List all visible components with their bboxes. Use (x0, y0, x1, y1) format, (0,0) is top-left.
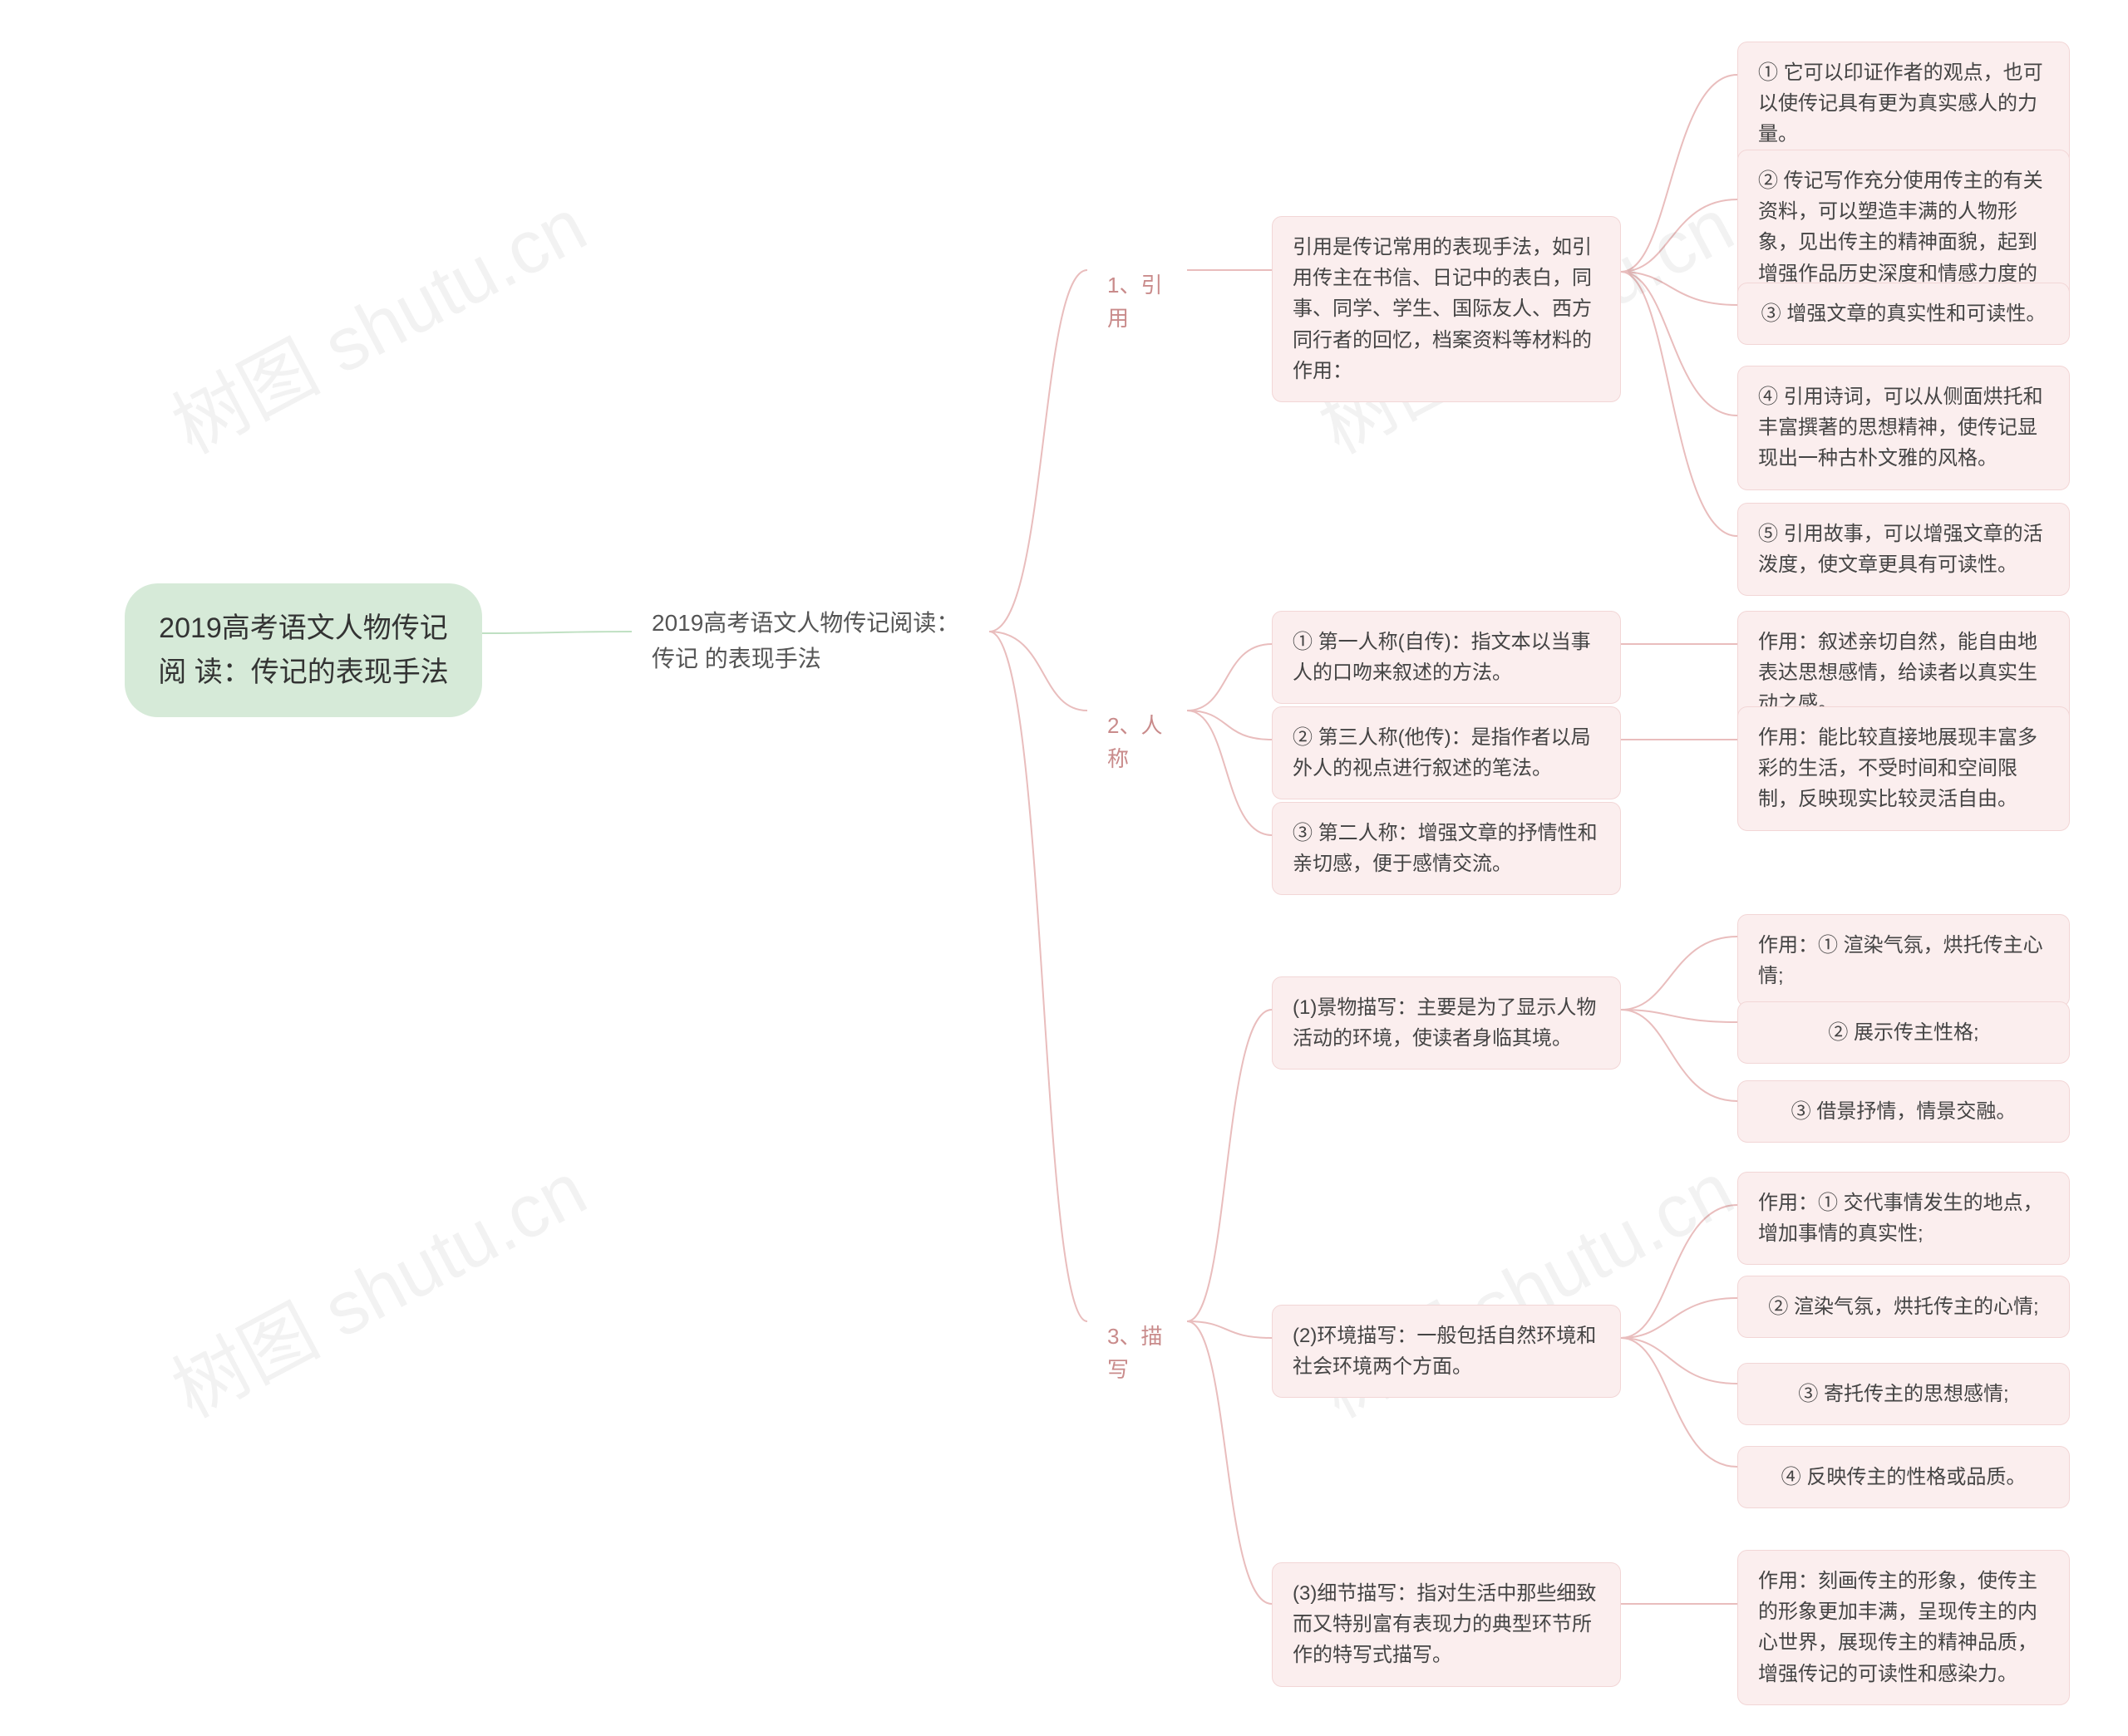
topic-3-group-2-child-4: ④ 反映传主的性格或品质。 (1737, 1446, 2070, 1508)
topic-3-group-1: (1)景物描写：主要是为了显示人物活动的环境，使读者身临其境。 (1272, 976, 1621, 1070)
topic-3-group-3: (3)细节描写：指对生活中那些细致而又特别富有表现力的典型环节所作的特写式描写。 (1272, 1562, 1621, 1687)
topic-2-child-1: ① 第一人称(自传)：指文本以当事人的口吻来叙述的方法。 (1272, 611, 1621, 704)
topic-1-child-5: ⑤ 引用故事，可以增强文章的活泼度，使文章更具有可读性。 (1737, 503, 2070, 596)
topic-1-label: 1、引用 (1087, 253, 1187, 351)
topic-3-group-2-child-2: ② 渲染气氛，烘托传主的心情; (1737, 1276, 2070, 1338)
root-node: 2019高考语文人物传记阅 读：传记的表现手法 (125, 583, 482, 717)
topic-3-group-1-child-1: 作用：① 渲染气氛，烘托传主心情; (1737, 914, 2070, 1007)
watermark: 树图 shutu.cn (150, 166, 601, 475)
topic-1-desc: 引用是传记常用的表现手法，如引用传主在书信、日记中的表白，同事、同学、学生、国际… (1272, 216, 1621, 402)
topic-2-label: 2、人称 (1087, 694, 1187, 791)
topic-1-child-4: ④ 引用诗词，可以从侧面烘托和丰富撰著的思想精神，使传记显现出一种古朴文雅的风格… (1737, 366, 2070, 490)
topic-3-group-3-child-1: 作用：刻画传主的形象，使传主的形象更加丰满，呈现传主的内心世界，展现传主的精神品… (1737, 1550, 2070, 1705)
topic-3-group-2-child-1: 作用：① 交代事情发生的地点，增加事情的真实性; (1737, 1172, 2070, 1265)
topic-3-group-1-child-2: ② 展示传主性格; (1737, 1001, 2070, 1064)
level1-node: 2019高考语文人物传记阅读：传记 的表现手法 (632, 590, 989, 692)
topic-3-group-1-child-3: ③ 借景抒情，情景交融。 (1737, 1080, 2070, 1143)
mindmap-canvas: 树图 shutu.cn 树图 shutu.cn 树图 shutu.cn 树图 s… (0, 0, 2128, 1736)
topic-3-group-2-child-3: ③ 寄托传主的思想感情; (1737, 1363, 2070, 1425)
topic-1-child-3: ③ 增强文章的真实性和可读性。 (1737, 283, 2070, 345)
topic-3-group-2: (2)环境描写：一般包括自然环境和社会环境两个方面。 (1272, 1305, 1621, 1398)
topic-2-child-2-sub: 作用：能比较直接地展现丰富多彩的生活，不受时间和空间限制，反映现实比较灵活自由。 (1737, 706, 2070, 831)
topic-2-child-3: ③ 第二人称：增强文章的抒情性和亲切感，便于感情交流。 (1272, 802, 1621, 895)
topic-3-label: 3、描写 (1087, 1305, 1187, 1402)
topic-1-child-1: ① 它可以印证作者的观点，也可以使传记具有更为真实感人的力量。 (1737, 42, 2070, 166)
topic-2-child-2: ② 第三人称(他传)：是指作者以局外人的视点进行叙述的笔法。 (1272, 706, 1621, 799)
watermark: 树图 shutu.cn (150, 1130, 601, 1438)
